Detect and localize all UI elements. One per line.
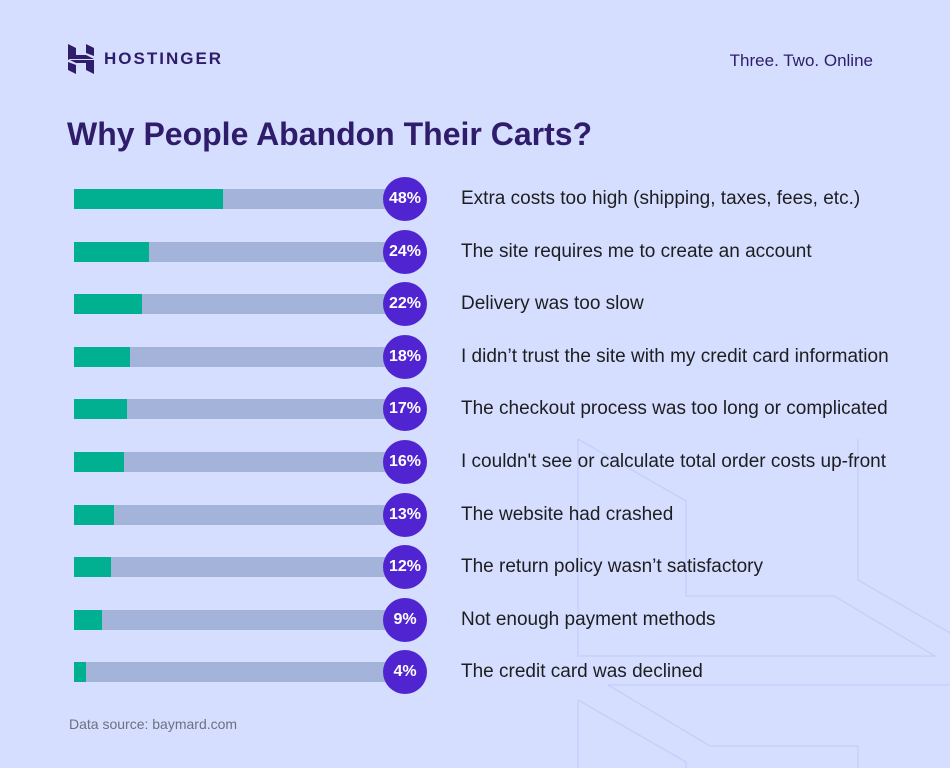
data-source: Data source: baymard.com xyxy=(69,716,238,732)
bar-row: 9% Not enough payment methods xyxy=(0,597,950,642)
bar-row: 4% The credit card was declined xyxy=(0,650,950,695)
bar-row: 48% Extra costs too high (shipping, taxe… xyxy=(0,177,950,221)
value-badge: 17% xyxy=(383,387,427,432)
bar-fill xyxy=(74,557,112,578)
bar-fill xyxy=(74,452,124,472)
bar-fill xyxy=(74,346,130,367)
value-badge: 18% xyxy=(383,334,427,379)
bar-track xyxy=(74,346,385,367)
bar-fill xyxy=(74,399,127,420)
bar-track xyxy=(74,294,385,315)
bar-track xyxy=(74,452,385,472)
category-label: The site requires me to create an accoun… xyxy=(461,240,812,262)
bar-row: 12% The return policy wasn’t satisfactor… xyxy=(0,545,950,590)
value-badge: 16% xyxy=(383,440,427,484)
bar-track xyxy=(74,399,385,420)
value-badge: 4% xyxy=(383,650,427,695)
value-badge: 13% xyxy=(383,492,427,537)
category-label: I couldn't see or calculate total order … xyxy=(461,451,887,472)
bar-track xyxy=(74,662,385,683)
chart-title: Why People Abandon Their Carts? xyxy=(67,116,593,152)
bar-row: 13% The website had crashed xyxy=(0,492,950,537)
value-badge: 48% xyxy=(383,177,427,221)
category-label: Extra costs too high (shipping, taxes, f… xyxy=(461,188,861,209)
category-label: Delivery was too slow xyxy=(461,293,644,315)
bar-track xyxy=(74,241,385,262)
category-label: The website had crashed xyxy=(461,503,674,525)
bar-row: 17% The checkout process was too long or… xyxy=(0,387,950,432)
bar-row: 22% Delivery was too slow xyxy=(0,282,950,327)
bar-fill xyxy=(74,662,87,683)
category-label: The checkout process was too long or com… xyxy=(461,398,888,420)
category-label: The credit card was declined xyxy=(461,661,703,683)
category-label: I didn’t trust the site with my credit c… xyxy=(461,345,889,367)
bar-track xyxy=(74,189,385,209)
value-badge: 24% xyxy=(383,229,427,274)
category-label: Not enough payment methods xyxy=(461,608,716,630)
value-badge: 9% xyxy=(383,597,427,642)
brand-name: HOSTINGER xyxy=(104,49,224,68)
bar-track xyxy=(74,504,385,525)
bar-row: 18% I didn’t trust the site with my cred… xyxy=(0,334,950,379)
bar-fill xyxy=(74,189,224,209)
value-badge: 12% xyxy=(383,545,427,590)
bar-track xyxy=(74,609,385,630)
bar-fill xyxy=(74,609,102,630)
hostinger-h-icon xyxy=(68,44,94,74)
category-label: The return policy wasn’t satisfactory xyxy=(461,556,764,578)
bar-fill xyxy=(74,241,149,262)
bar-fill xyxy=(74,294,143,315)
value-badge: 22% xyxy=(383,282,427,327)
hostinger-logo: HOSTINGER xyxy=(68,44,223,74)
bar-row: 24% The site requires me to create an ac… xyxy=(0,229,950,274)
bar-row: 16% I couldn't see or calculate total or… xyxy=(0,440,950,484)
bar-fill xyxy=(74,504,115,525)
bar-track xyxy=(74,557,385,578)
tagline: Three. Two. Online xyxy=(729,51,873,70)
